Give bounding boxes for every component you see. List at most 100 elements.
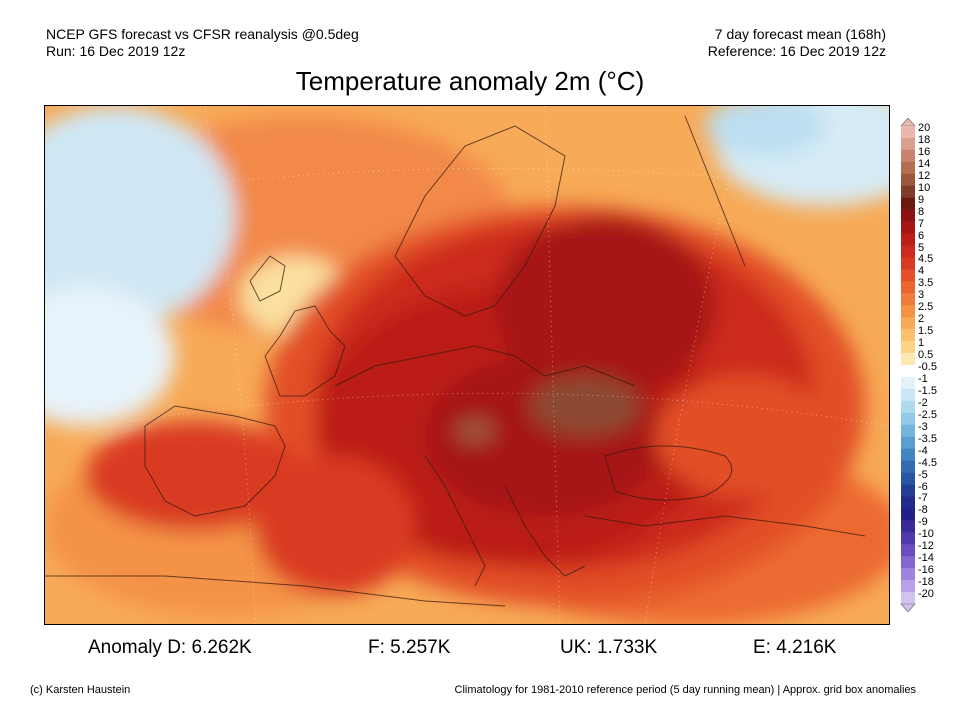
color-legend: 20 18 16 14 12 10 9 8 7 6 5 4.5 4 3.5 3 2.5 2 1.5 1 0.5 -0.5… xyxy=(900,118,960,612)
legend-arrow-top xyxy=(900,118,916,127)
legend-label: -8 xyxy=(918,504,928,517)
legend-swatch xyxy=(901,353,915,366)
legend-swatch xyxy=(901,544,915,557)
legend-swatch xyxy=(901,221,915,234)
legend-label: 3.5 xyxy=(918,277,934,290)
legend-swatch xyxy=(901,281,915,294)
anomaly-row: Anomaly D: 6.262K F: 5.257K UK: 1.733K E… xyxy=(0,637,960,663)
legend-label: -2.5 xyxy=(918,408,937,421)
legend-label: -4 xyxy=(918,444,928,457)
legend-label: 12 xyxy=(918,169,931,182)
legend-swatch xyxy=(901,365,915,378)
legend-swatch xyxy=(901,424,915,437)
legend-swatch xyxy=(901,556,915,569)
run-label: Run: 16 Dec 2019 12z xyxy=(46,43,186,59)
header-left: NCEP GFS forecast vs CFSR reanalysis @0.… xyxy=(46,26,359,60)
legend-swatch xyxy=(901,269,915,282)
legend-swatch xyxy=(901,448,915,461)
legend-swatch xyxy=(901,436,915,449)
legend-swatch xyxy=(901,293,915,306)
legend-swatch xyxy=(901,400,915,414)
legend-label: 8 xyxy=(918,205,925,218)
legend-label: 6 xyxy=(918,229,925,242)
legend-swatch xyxy=(901,126,915,139)
legend-swatch xyxy=(901,508,915,521)
legend-arrow-bottom xyxy=(900,603,916,612)
anomaly-spain: E: 4.216K xyxy=(753,637,837,658)
legend-label: -6 xyxy=(918,480,928,493)
legend-label: -18 xyxy=(918,576,934,589)
legend-swatch xyxy=(901,376,915,390)
legend-label: -2 xyxy=(918,396,928,409)
legend-label: -5 xyxy=(918,468,928,481)
legend-swatch xyxy=(901,472,915,485)
legend-label: -4.5 xyxy=(918,456,937,469)
legend-swatch xyxy=(901,149,915,163)
legend-swatch xyxy=(901,317,915,330)
legend-label: -14 xyxy=(918,552,934,565)
legend-label: -20 xyxy=(918,588,934,601)
legend-swatch xyxy=(901,137,915,151)
legend-label: -12 xyxy=(918,540,934,553)
climatology-note: Climatology for 1981-2010 reference peri… xyxy=(454,684,916,696)
legend-label: 2 xyxy=(918,313,925,326)
legend-label: 7 xyxy=(918,217,925,230)
legend-label: 1 xyxy=(918,337,925,350)
legend-label: 2.5 xyxy=(918,301,934,314)
legend-swatch xyxy=(901,245,915,258)
legend-swatch xyxy=(901,568,915,581)
legend-swatch xyxy=(901,209,915,222)
legend-label: -3.5 xyxy=(918,432,937,445)
credit-text: (c) Karsten Haustein xyxy=(30,684,131,696)
legend-swatch xyxy=(901,233,915,246)
legend-label: -3 xyxy=(918,420,928,433)
map-title: Temperature anomaly 2m (°C) xyxy=(295,66,645,96)
legend-label: 20 xyxy=(918,122,931,134)
legend-label: 4 xyxy=(918,265,925,278)
forecast-period-label: 7 day forecast mean (168h) xyxy=(714,26,886,42)
legend-swatch xyxy=(901,173,915,187)
anomaly-uk: UK: 1.733K xyxy=(560,637,658,658)
legend-label: 4.5 xyxy=(918,253,934,266)
legend-label: -1.5 xyxy=(918,384,937,397)
legend-swatch xyxy=(901,185,915,198)
reference-label: Reference: 16 Dec 2019 12z xyxy=(707,43,886,59)
legend-swatch xyxy=(901,580,915,593)
legend-swatch xyxy=(901,197,915,210)
anomaly-germany: Anomaly D: 6.262K xyxy=(88,637,252,658)
legend-label: 0.5 xyxy=(918,349,934,362)
legend-swatch xyxy=(901,496,915,509)
legend-label: 1.5 xyxy=(918,325,934,338)
legend-swatch xyxy=(901,412,915,426)
legend-label: -9 xyxy=(918,516,928,529)
legend-label: -10 xyxy=(918,528,934,541)
anomaly-map xyxy=(44,105,890,625)
legend-label: 16 xyxy=(918,145,931,158)
legend-swatch xyxy=(901,257,915,270)
legend-label: 18 xyxy=(918,133,931,146)
legend-label: 9 xyxy=(918,193,925,206)
model-label: NCEP GFS forecast vs CFSR reanalysis @0.… xyxy=(46,26,359,42)
legend-swatch xyxy=(901,305,915,318)
legend-swatch xyxy=(901,532,915,545)
legend-label: 10 xyxy=(918,181,931,194)
legend-label: -7 xyxy=(918,492,928,505)
anomaly-france: F: 5.257K xyxy=(368,637,451,658)
legend-swatch xyxy=(901,161,915,175)
legend-label: 3 xyxy=(918,289,925,302)
legend-label: 5 xyxy=(918,241,925,254)
legend-swatch xyxy=(901,520,915,533)
legend-label: -0.5 xyxy=(918,361,937,373)
legend-swatch xyxy=(901,484,915,497)
legend-swatch xyxy=(901,329,915,342)
legend-swatch xyxy=(901,592,915,605)
anomaly-map-graphic xyxy=(45,106,889,624)
legend-label: -16 xyxy=(918,564,934,577)
legend-label: 14 xyxy=(918,157,931,170)
legend-swatch xyxy=(901,388,915,402)
legend-swatch xyxy=(901,341,915,354)
legend-colorbar xyxy=(900,118,916,612)
legend-label: -1 xyxy=(918,372,928,385)
header-right: 7 day forecast mean (168h) Reference: 16… xyxy=(708,26,886,60)
legend-swatch xyxy=(901,460,915,473)
